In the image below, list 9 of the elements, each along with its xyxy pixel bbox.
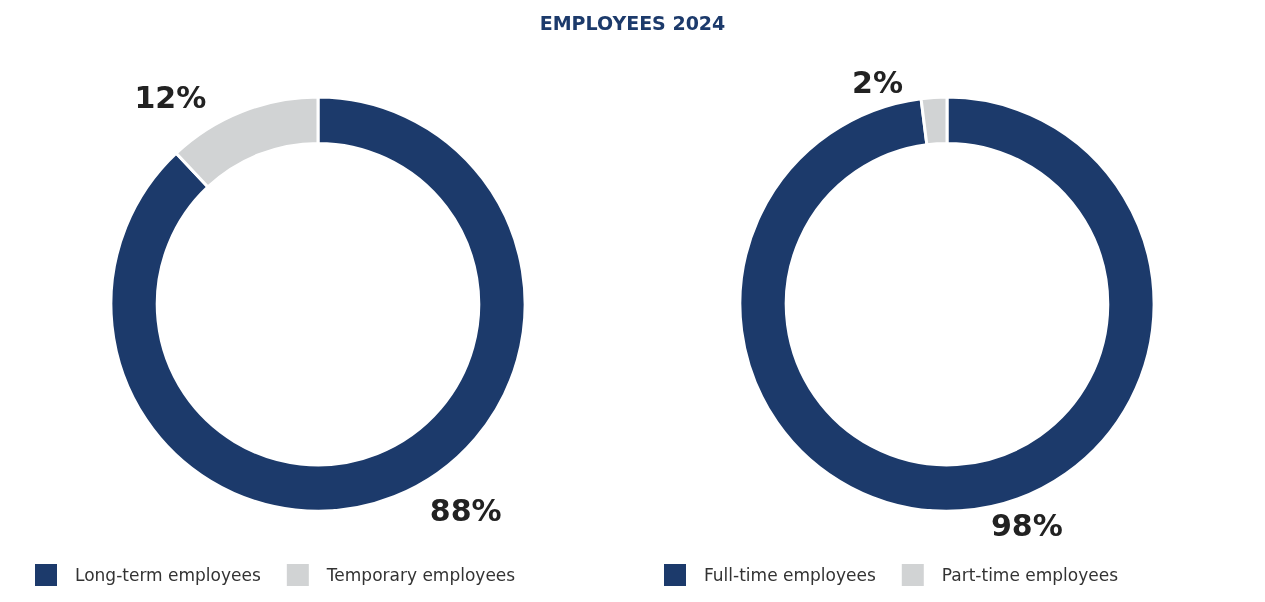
data-label: 2% — [852, 64, 904, 100]
data-label: 98% — [990, 508, 1063, 544]
text: EMPLOYEES 2024 — [538, 11, 727, 36]
legend-label: Temporary employees — [325, 565, 516, 585]
legend-label: Long-term employees — [75, 565, 261, 585]
legend-label: Part-time employees — [941, 565, 1119, 585]
data-label: 12% — [134, 80, 207, 116]
data-label: 88% — [429, 493, 502, 529]
legend-label: Full-time employees — [704, 565, 876, 585]
